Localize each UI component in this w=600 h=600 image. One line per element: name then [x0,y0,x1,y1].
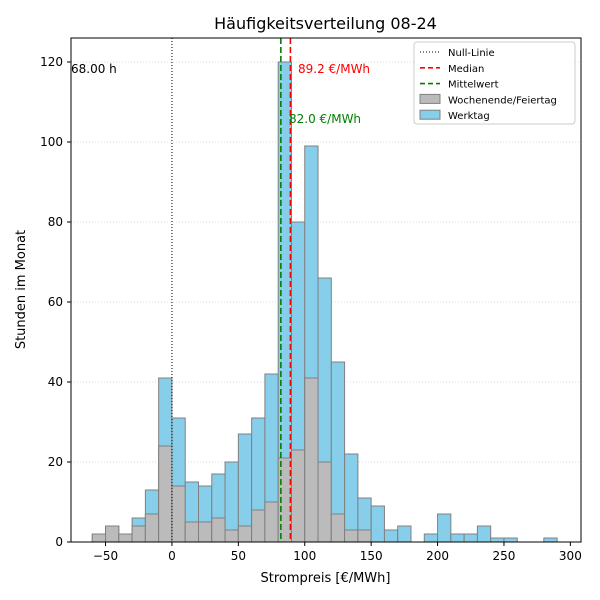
bar-wochenende [317,461,332,543]
bar-werktag [383,529,399,543]
legend-label: Null-Linie [448,48,495,59]
bar-werktag [450,533,465,543]
bars-group [91,61,558,543]
bar-werktag [476,525,492,543]
y-tick-label: 100 [40,135,63,149]
bar-wochenende [91,533,107,543]
bar-wochenende [330,513,346,543]
bar-wochenende [198,521,213,543]
bar-werktag [423,533,439,543]
x-tick-label: 300 [559,549,582,563]
legend-box [413,41,576,125]
legend-label: Median [448,64,484,75]
x-tick-label: 150 [360,549,383,563]
x-axis-label: Strompreis [€/MWh] [261,571,391,586]
x-tick-label: −50 [93,549,118,563]
legend-label: Wochenende/Feiertag [448,95,557,106]
bar-werktag [543,537,558,543]
bar-wochenende [184,521,199,543]
bar-wochenende [211,517,226,543]
bar-wochenende [118,533,133,543]
bar-wochenende [251,509,266,543]
bar-wochenende [171,485,186,543]
y-tick-label: 40 [48,375,63,389]
y-tick-label: 120 [40,55,63,69]
legend-swatch-patch [419,93,441,104]
legend: Null-Linie Median Mittelwert Wochenende/Fei… [413,41,576,125]
bar-wochenende [357,529,372,543]
bar-werktag [397,525,412,543]
y-tick-label: 20 [48,455,63,469]
bar-wochenende [264,501,279,543]
x-tick-label: 250 [493,549,516,563]
y-tick-label: 80 [48,215,63,229]
legend-label: Werktag [448,111,490,122]
annotation-median: 89.2 €/MWh [298,62,370,76]
bar-werktag [437,513,452,543]
bar-werktag [463,533,478,543]
bar-wochenende [224,529,239,543]
y-tick-label: 60 [48,295,63,309]
y-axis-label: Stunden im Monat [14,230,29,349]
bar-werktag [503,537,518,543]
x-tick-label: 100 [293,549,316,563]
x-tick-label: 50 [231,549,246,563]
chart-title: Häufigkeitsverteilung 08-24 [214,14,437,33]
reference-lines [171,38,292,542]
plot-frame [70,37,582,543]
legend-label: Mittelwert [448,80,499,91]
bar-werktag [370,505,385,543]
bar-wochenende [290,449,306,543]
axes: −50 0 50 100 150 200 250 300 0 20 40 60 80 100 120 [40,37,582,563]
annotation-hours: 68.00 h [71,62,117,76]
bar-werktag [344,453,359,543]
y-tick-label: 0 [55,535,63,549]
bar-werktag [490,537,505,543]
bar-wochenende [158,445,173,543]
bar-wochenende [344,529,359,543]
bar-wochenende [105,525,120,543]
bar-wochenende [304,377,319,543]
bar-wochenende [237,525,253,543]
bar-wochenende [131,525,146,543]
bar-wochenende [144,513,160,543]
x-tick-label: 0 [168,549,176,563]
x-tick-label: 200 [426,549,449,563]
annotation-mean: 82.0 €/MWh [289,112,361,126]
legend-swatch-patch [419,109,441,120]
